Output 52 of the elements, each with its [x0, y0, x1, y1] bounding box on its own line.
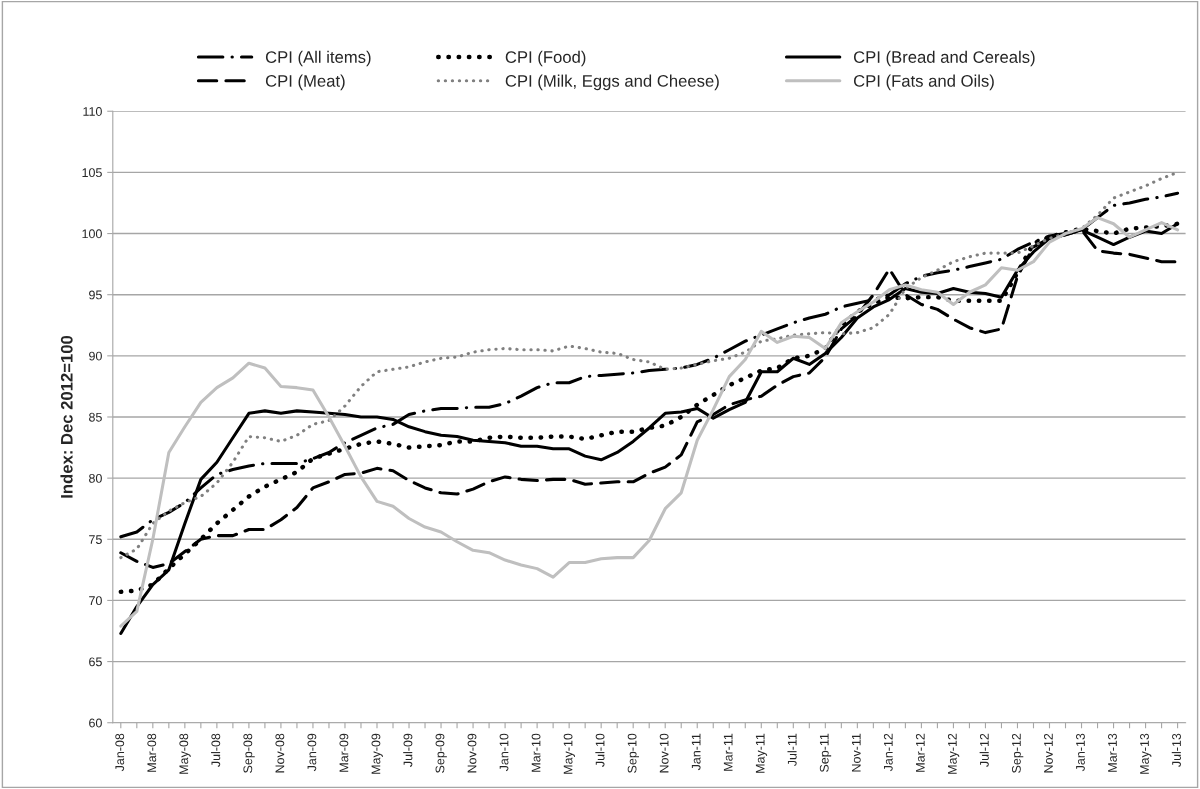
- x-tick-label: Mar-13: [1108, 733, 1117, 772]
- x-tick-label: May-13: [1140, 733, 1152, 774]
- legend-label: CPI (All items): [265, 50, 371, 67]
- x-tick-label: Sep-09: [435, 733, 447, 773]
- x-tick-label: Jul-12: [979, 733, 989, 767]
- x-tick-label: Mar-11: [723, 733, 733, 771]
- x-tick-label: Nov-12: [1044, 733, 1053, 773]
- y-tick-label: 75: [89, 535, 102, 544]
- x-tick-label: May-11: [755, 733, 768, 773]
- y-tick-label: 100: [82, 229, 102, 239]
- x-tick-label: Jul-13: [1171, 733, 1181, 767]
- y-tick-label: 85: [89, 412, 102, 422]
- x-tick-label: Jan-12: [883, 733, 893, 772]
- y-tick-label: 80: [89, 473, 102, 483]
- y-tick-label: 60: [89, 718, 102, 728]
- y-tick-label: 105: [82, 168, 102, 178]
- x-tick-label: Mar-12: [915, 733, 925, 772]
- y-tick-label: 65: [89, 657, 102, 667]
- y-axis-title: Index: Dec 2012=100: [60, 335, 73, 498]
- x-tick-label: May-12: [947, 733, 960, 774]
- x-tick-label: Nov-08: [275, 733, 285, 773]
- x-tick-label: May-09: [371, 733, 383, 774]
- x-tick-label: Jul-11: [787, 733, 797, 767]
- x-tick-label: Jan-09: [307, 733, 317, 772]
- legend-label: CPI (Fats and Oils): [853, 74, 994, 91]
- x-tick-label: Sep-10: [627, 733, 640, 773]
- x-tick-label: May-08: [179, 733, 191, 774]
- x-tick-label: Jan-08: [115, 733, 125, 772]
- x-tick-label: Nov-09: [467, 733, 477, 773]
- x-tick-label: Nov-11: [851, 733, 861, 772]
- legend-label: CPI (Bread and Cereals): [853, 50, 1035, 67]
- x-tick-label: Nov-10: [659, 733, 669, 773]
- x-tick-label: Mar-10: [531, 733, 541, 772]
- y-tick-label: 95: [89, 290, 102, 300]
- x-tick-label: Jan-10: [499, 733, 509, 772]
- x-tick-label: Jan-11: [691, 733, 701, 771]
- x-tick-label: Jul-09: [403, 733, 413, 767]
- legend-label: CPI (Meat): [265, 74, 345, 91]
- x-tick-label: Sep-11: [819, 733, 832, 772]
- legend-label: CPI (Food): [505, 50, 586, 67]
- x-tick-label: Jan-13: [1076, 733, 1085, 772]
- legend-label: CPI (Milk, Eggs and Cheese): [505, 74, 719, 91]
- x-tick-label: Sep-12: [1011, 733, 1024, 773]
- x-tick-label: May-10: [563, 733, 575, 774]
- y-tick-label: 70: [89, 596, 102, 606]
- y-tick-label: 110: [83, 107, 102, 116]
- y-tick-label: 90: [89, 351, 102, 361]
- x-tick-label: Jul-10: [595, 733, 605, 767]
- x-tick-label: Mar-08: [147, 733, 157, 772]
- x-tick-label: Jul-08: [211, 733, 221, 767]
- x-tick-label: Sep-08: [243, 733, 255, 773]
- x-tick-label: Mar-09: [339, 733, 349, 772]
